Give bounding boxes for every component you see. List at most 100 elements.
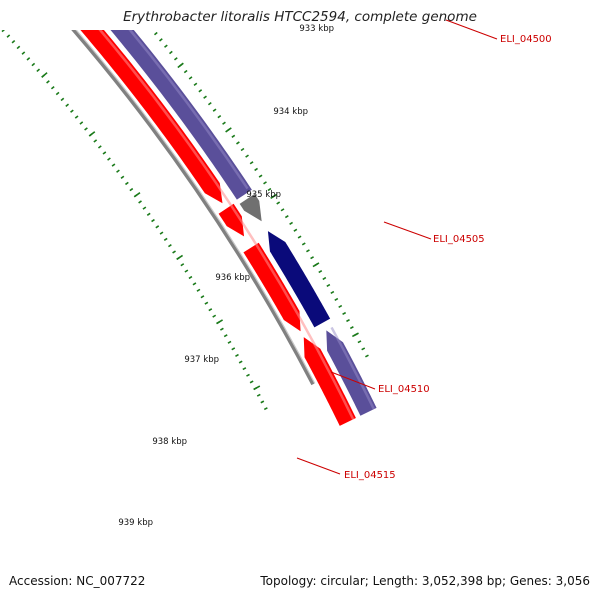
rna-eli-04510-feature[interactable] [239, 193, 262, 222]
major-tick-6 [253, 385, 261, 391]
inner-major-tick-5 [312, 262, 320, 268]
inner-minor-tick-62 [349, 326, 354, 330]
minor-tick-15 [50, 85, 55, 90]
inner-minor-tick-40 [258, 174, 263, 178]
tick-label-938: 938 kbp [152, 437, 187, 447]
gene-eli-04510-arrow[interactable] [218, 203, 245, 237]
inner-minor-tick-56 [326, 283, 331, 288]
minor-tick-60 [242, 367, 247, 371]
inner-minor-tick-48 [293, 228, 298, 232]
minor-tick-41 [167, 244, 172, 248]
leader-eli-04510 [330, 371, 376, 390]
minor-tick-65 [260, 400, 265, 404]
minor-tick-51 [208, 308, 213, 312]
inner-minor-tick-36 [240, 147, 245, 152]
inner-minor-tick-55 [322, 276, 327, 281]
inner-major-tick-6 [351, 332, 359, 338]
inner-minor-tick-46 [284, 214, 289, 219]
inner-minor-tick-24 [183, 69, 188, 74]
minor-tick-57 [231, 347, 236, 351]
minor-tick-61 [246, 373, 250, 377]
tick-label-934: 934 kbp [273, 107, 308, 117]
gene-next-arrow[interactable] [303, 337, 356, 426]
minor-tick-10 [26, 57, 31, 61]
inner-minor-tick-52 [310, 256, 314, 260]
inner-minor-tick-61 [346, 318, 350, 323]
minor-tick-47 [192, 282, 197, 286]
major-tick-3 [133, 192, 141, 198]
minor-tick-48 [196, 288, 201, 292]
major-tick-5 [216, 319, 223, 325]
inner-minor-tick-22 [173, 57, 178, 61]
feature-highlight-2 [128, 30, 249, 190]
inner-minor-tick-42 [267, 187, 272, 192]
minor-tick-31 [125, 181, 129, 186]
minor-tick-9 [21, 51, 26, 55]
cds-next-feature[interactable] [326, 330, 377, 416]
leader-eli-04505 [383, 221, 432, 240]
inner-minor-tick-16 [144, 20, 147, 22]
inner-minor-tick-49 [297, 235, 302, 239]
gene-eli-04505-arrow[interactable] [77, 15, 223, 204]
inner-minor-tick-45 [280, 208, 285, 212]
gene-label-eli-04500[interactable]: ELI_04500 [500, 34, 552, 45]
inner-minor-tick-29 [207, 102, 212, 106]
minor-tick-5 [1, 30, 5, 33]
minor-tick-7 [11, 39, 16, 44]
major-tick-series [41, 72, 261, 391]
inner-minor-tick-19 [159, 38, 163, 42]
minor-tick-34 [138, 200, 142, 204]
inner-minor-tick-15 [139, 14, 142, 16]
minor-tick-46 [188, 275, 193, 280]
gene-label-eli-04510[interactable]: ELI_04510 [378, 384, 430, 395]
minor-tick-45 [184, 269, 189, 273]
inner-major-tick-1 [127, 1, 132, 6]
inner-minor-tick-30 [212, 108, 217, 112]
gene-label-eli-04505[interactable]: ELI_04505 [433, 234, 485, 245]
minor-tick-12 [36, 68, 41, 73]
minor-tick-59 [238, 360, 243, 364]
gene-eli-04500-arrow[interactable] [2, 0, 79, 14]
minor-tick-50 [204, 301, 209, 305]
major-tick-1 [41, 72, 48, 78]
minor-tick-42 [172, 250, 176, 254]
inner-minor-tick-41 [263, 181, 267, 185]
inner-minor-tick-60 [342, 311, 347, 316]
genome-summary-text: Topology: circular; Length: 3,052,398 bp… [260, 574, 590, 588]
minor-tick-56 [227, 340, 232, 344]
inner-minor-tick-39 [254, 167, 258, 172]
minor-tick-16 [55, 91, 60, 96]
gene-eli-04515-arrow[interactable] [243, 242, 301, 332]
minor-tick-11 [31, 62, 36, 67]
tick-label-936: 936 kbp [215, 273, 250, 283]
gene-label-eli-04515[interactable]: ELI_04515 [344, 470, 396, 481]
cds-eli-04505-feature[interactable] [103, 7, 252, 200]
minor-tick-35 [142, 206, 147, 210]
inner-minor-tick-26 [193, 82, 198, 87]
accession-text: Accession: NC_007722 [9, 574, 146, 588]
inner-minor-tick-25 [188, 76, 193, 80]
tick-label-939: 939 kbp [118, 518, 153, 528]
inner-minor-tick-44 [276, 201, 281, 205]
inner-minor-tick-32 [222, 121, 226, 125]
inner-minor-tick-21 [169, 50, 173, 55]
inner-minor-tick-13 [129, 1, 132, 3]
inner-minor-tick-37 [245, 154, 249, 158]
minor-tick-39 [159, 231, 164, 235]
cds-eli-04515-feature[interactable] [267, 231, 331, 328]
leader-eli-04515 [296, 457, 341, 475]
minor-tick-19 [70, 109, 74, 113]
minor-tick-24 [93, 139, 98, 143]
inner-minor-tick-51 [306, 249, 310, 253]
genome-backbone [71, 30, 315, 386]
minor-tick-30 [120, 175, 125, 179]
tick-label-937: 937 kbp [184, 355, 219, 365]
minor-tick-55 [223, 334, 228, 338]
feature-highlight-1 [98, 30, 355, 420]
inner-minor-tick-47 [289, 221, 294, 226]
minor-tick-44 [180, 263, 185, 267]
reverse-strand [103, 7, 377, 416]
inner-minor-tick-58 [334, 297, 339, 301]
minor-tick-28 [111, 163, 116, 167]
